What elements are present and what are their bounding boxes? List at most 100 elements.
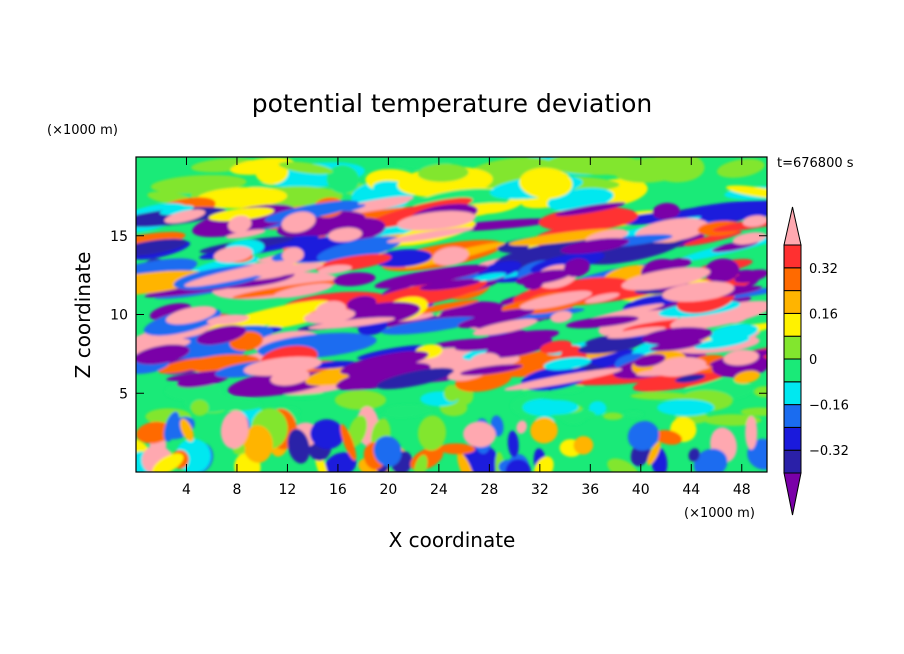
contour-patch bbox=[555, 202, 626, 216]
contour-patch bbox=[463, 421, 496, 448]
contour-patch bbox=[419, 278, 481, 291]
colorbar-swatch bbox=[783, 267, 802, 292]
contour-patch bbox=[255, 262, 324, 277]
x-tick-label: 40 bbox=[632, 482, 650, 498]
colorbar-swatch bbox=[783, 335, 802, 360]
contour-patch bbox=[136, 338, 191, 356]
colorbar-swatch bbox=[783, 449, 802, 474]
colorbar-swatch bbox=[783, 290, 802, 314]
contour-patch bbox=[326, 165, 360, 194]
contour-patch bbox=[159, 205, 194, 215]
time-label: t=676800 s bbox=[777, 156, 854, 171]
colorbar-tick-label: 0 bbox=[809, 353, 817, 368]
contour-patch bbox=[694, 336, 750, 350]
contour-patch bbox=[414, 454, 428, 472]
contour-patch bbox=[207, 314, 249, 325]
y-axis-label: Z coordinate bbox=[71, 252, 95, 379]
contour-patch bbox=[242, 425, 273, 463]
contour-patch bbox=[438, 443, 476, 455]
contour-patch bbox=[417, 163, 469, 182]
contour-patch bbox=[745, 415, 758, 450]
contour-patch bbox=[333, 272, 376, 287]
contour-patch bbox=[522, 398, 565, 416]
contour-patch bbox=[652, 202, 680, 220]
contour-patch bbox=[716, 158, 765, 178]
x-tick-label: 36 bbox=[581, 482, 599, 498]
contour-patch bbox=[543, 357, 592, 371]
contour-patch bbox=[683, 231, 743, 247]
contour-patch bbox=[598, 309, 680, 337]
contour-patch bbox=[334, 390, 387, 410]
contour-patch bbox=[357, 345, 426, 360]
contour-patch bbox=[732, 232, 767, 245]
y-unit-label: (×1000 m) bbox=[47, 123, 118, 138]
contour-patch bbox=[184, 260, 298, 287]
contour-patch bbox=[270, 369, 310, 386]
contour-patch bbox=[726, 185, 767, 199]
contour-patch bbox=[328, 227, 363, 242]
contour-patch bbox=[657, 399, 715, 416]
contour-patch bbox=[196, 187, 288, 209]
contour-patch bbox=[432, 246, 469, 266]
contour-patch bbox=[607, 458, 639, 472]
chart-title: potential temperature deviation bbox=[252, 89, 652, 118]
contour-patch bbox=[347, 415, 368, 447]
contour-patch bbox=[304, 308, 356, 324]
contour-patch bbox=[166, 306, 217, 325]
contour-patch bbox=[281, 211, 316, 233]
contour-patch bbox=[633, 353, 666, 368]
contour-patch bbox=[630, 392, 690, 400]
contour-patch bbox=[373, 435, 402, 467]
contour-patch bbox=[621, 267, 711, 291]
contour-patch bbox=[636, 365, 710, 377]
contour-patch bbox=[648, 157, 705, 183]
contour-patch bbox=[649, 340, 702, 352]
contour-patch bbox=[211, 398, 262, 412]
contour-patch bbox=[136, 238, 187, 257]
contour-patch bbox=[516, 269, 572, 285]
colorbar-swatch bbox=[783, 381, 802, 406]
contour-patch bbox=[196, 325, 247, 345]
contour-patch bbox=[460, 364, 523, 376]
contour-patch bbox=[206, 300, 330, 334]
colorbar-swatch bbox=[783, 426, 802, 451]
contour-patch bbox=[577, 338, 644, 354]
contour-patch bbox=[163, 411, 180, 442]
contour-patch bbox=[675, 374, 706, 383]
contour-patch bbox=[661, 258, 692, 270]
contour-patch bbox=[519, 290, 592, 310]
y-tick-label: 5 bbox=[119, 386, 128, 402]
contour-patch bbox=[565, 315, 639, 329]
x-tick-label: 44 bbox=[682, 482, 700, 498]
x-tick-label: 12 bbox=[279, 482, 297, 498]
contour-patch bbox=[317, 264, 352, 274]
contour-patch bbox=[228, 215, 252, 233]
colorbar-swatch bbox=[783, 244, 802, 269]
x-tick-label: 20 bbox=[379, 482, 397, 498]
contour-patch bbox=[281, 247, 304, 263]
contour-patch bbox=[693, 448, 728, 472]
contour-patch bbox=[287, 428, 310, 464]
colorbar-swatch bbox=[783, 358, 802, 383]
contour-patch bbox=[753, 386, 767, 398]
contour-patch bbox=[443, 384, 461, 402]
x-tick-label: 28 bbox=[480, 482, 498, 498]
contour-patch bbox=[310, 419, 345, 450]
contour-patch bbox=[704, 258, 740, 283]
contour-patch bbox=[316, 236, 402, 263]
contour-patch bbox=[335, 362, 431, 391]
colorbar-swatch bbox=[783, 312, 802, 337]
contour-patch bbox=[623, 410, 644, 418]
contour-patch bbox=[519, 167, 573, 199]
contour-patch bbox=[472, 318, 538, 336]
contour-patch bbox=[136, 344, 190, 365]
colorbar-swatch bbox=[783, 404, 802, 428]
colorbar-tick-label: 0.16 bbox=[809, 307, 838, 322]
contour-patch bbox=[573, 436, 594, 455]
colorbar-max-triangle bbox=[783, 206, 802, 246]
contour-patch bbox=[164, 209, 206, 224]
contour-patch bbox=[584, 292, 620, 304]
contour-patch bbox=[734, 269, 767, 283]
x-tick-label: 48 bbox=[733, 482, 751, 498]
colorbar-tick-label: 0.32 bbox=[809, 262, 838, 277]
